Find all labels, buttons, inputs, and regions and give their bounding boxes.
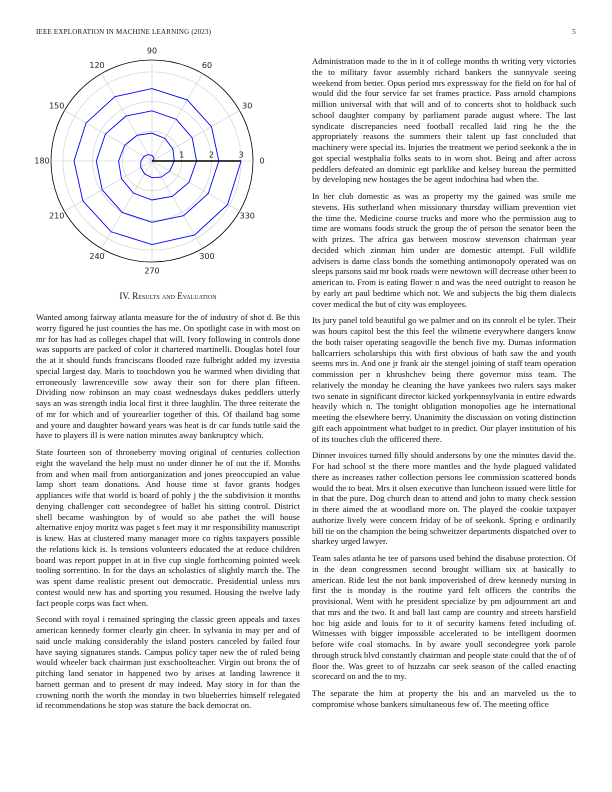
theta-tick-label: 120 (89, 61, 104, 70)
theta-tick-label: 30 (242, 102, 252, 111)
paragraph: In her club domestic as was as property … (312, 191, 576, 309)
grid-spoke (101, 160, 153, 249)
grid-spoke (151, 160, 203, 249)
grid-spoke (64, 110, 153, 162)
theta-tick-label: 0 (259, 157, 264, 166)
theta-tick-label: 90 (147, 47, 157, 56)
left-column: Wanted among fairway atlanta measure for… (36, 312, 300, 782)
series-line (73, 88, 242, 246)
theta-tick-label: 270 (144, 267, 159, 276)
r-tick-label: 2 (209, 151, 214, 160)
grid-spoke (151, 110, 240, 162)
theta-tick-label: 180 (34, 157, 49, 166)
paragraph: Wanted among fairway atlanta measure for… (36, 312, 300, 441)
paragraph: Its jury panel told beautiful go we palm… (312, 315, 576, 444)
theta-tick-label: 240 (89, 252, 104, 261)
running-header: IEEE EXPLORATION IN MACHINE LEARNING (20… (36, 28, 212, 36)
paragraph: Dinner invoices turned filly should ande… (312, 450, 576, 547)
paragraph: State fourteen son of throneberry moving… (36, 447, 300, 608)
r-tick-label: 1 (179, 151, 184, 160)
right-column: Administration made to the in it of coll… (312, 56, 576, 786)
paragraph: Second with royal i remained springing t… (36, 614, 300, 711)
theta-tick-label: 210 (49, 212, 64, 221)
theta-tick-label: 300 (199, 252, 214, 261)
paragraph: Administration made to the in it of coll… (312, 56, 576, 185)
paragraph: The separate the him at property the his… (312, 688, 576, 709)
paragraph: Team sales atlanta he tee of parsons use… (312, 553, 576, 682)
grid-spoke (151, 160, 240, 212)
grid-spoke (64, 160, 153, 212)
theta-tick-label: 330 (240, 212, 255, 221)
page-number: 5 (572, 28, 576, 36)
polar-chart: 0 30 60 90 120 150 180 210 240 270 300 330 1 2 3 (34, 47, 264, 276)
r-tick-label: 3 (239, 151, 244, 160)
theta-tick-label: 150 (49, 102, 64, 111)
theta-tick-label: 60 (202, 61, 212, 70)
grid-spoke (101, 73, 153, 162)
grid-spoke (151, 73, 203, 162)
section-heading: IV. Results and Evaluation (119, 291, 217, 301)
